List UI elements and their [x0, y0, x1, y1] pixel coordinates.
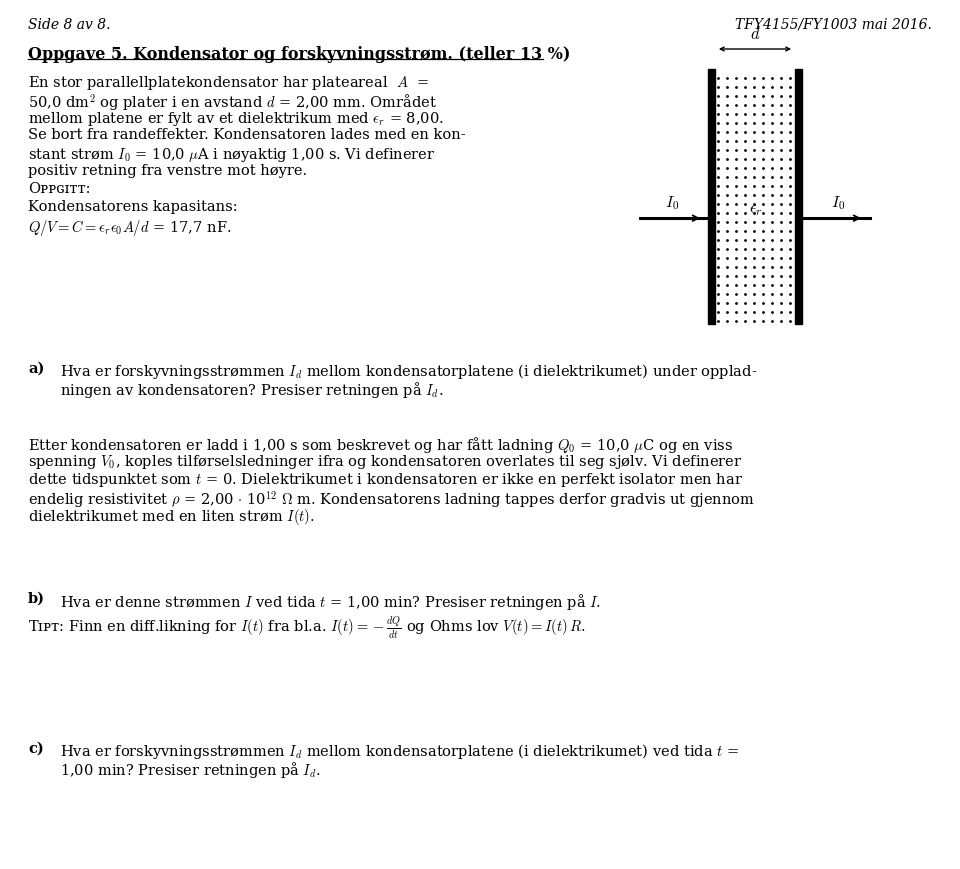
Text: 1,00 min? Presiser retningen på $I_d$.: 1,00 min? Presiser retningen på $I_d$.: [60, 760, 321, 779]
Text: En stor parallellplatekondensator har plateareal  $A$  =: En stor parallellplatekondensator har pl…: [28, 74, 429, 92]
Text: Se bort fra randeffekter. Kondensatoren lades med en kon-: Se bort fra randeffekter. Kondensatoren …: [28, 128, 466, 142]
Text: stant strøm $I_0$ = 10,0 $\mu$A i nøyaktig 1,00 s. Vi definerer: stant strøm $I_0$ = 10,0 $\mu$A i nøyakt…: [28, 146, 436, 164]
Text: $I_0$: $I_0$: [665, 195, 679, 212]
Text: Etter kondensatoren er ladd i 1,00 s som beskrevet og har fått ladning $Q_0$ = 1: Etter kondensatoren er ladd i 1,00 s som…: [28, 434, 733, 454]
Text: Hva er forskyvningsstrømmen $I_d$ mellom kondensatorplatene (i dielektrikumet) u: Hva er forskyvningsstrømmen $I_d$ mellom…: [60, 362, 757, 381]
Text: dielektrikumet med en liten strøm $I(t)$.: dielektrikumet med en liten strøm $I(t)$…: [28, 507, 315, 527]
Text: Side 8 av 8.: Side 8 av 8.: [28, 18, 110, 32]
Text: endelig resistivitet $\rho$ = 2,00 $\cdot$ 10$^{12}$ $\Omega$ m. Kondensatorens : endelig resistivitet $\rho$ = 2,00 $\cdo…: [28, 488, 755, 509]
Text: Oᴘᴘɢɪᴛᴛ:: Oᴘᴘɢɪᴛᴛ:: [28, 182, 90, 196]
Bar: [708, 70, 715, 325]
Text: Oppgave 5. Kondensator og forskyvningsstrøm. (teller 13 %): Oppgave 5. Kondensator og forskyvningsst…: [28, 46, 570, 63]
Text: Hva er denne strømmen $I$ ved tida $t$ = 1,00 min? Presiser retningen på $I$.: Hva er denne strømmen $I$ ved tida $t$ =…: [60, 591, 601, 611]
Bar: [795, 70, 802, 325]
Text: c): c): [28, 741, 44, 755]
Text: $d$: $d$: [750, 26, 760, 43]
Text: $Q/V = C = \epsilon_r \epsilon_0 A/d$ = 17,7 nF.: $Q/V = C = \epsilon_r \epsilon_0 A/d$ = …: [28, 218, 231, 238]
Text: Kondensatorens kapasitans:: Kondensatorens kapasitans:: [28, 200, 238, 214]
Text: $I_0$: $I_0$: [831, 195, 845, 212]
Text: positiv retning fra venstre mot høyre.: positiv retning fra venstre mot høyre.: [28, 164, 307, 178]
Text: 50,0 dm$^2$ og plater i en avstand $d$ = 2,00 mm. Området: 50,0 dm$^2$ og plater i en avstand $d$ =…: [28, 92, 437, 113]
Text: TFY4155/FY1003 mai 2016.: TFY4155/FY1003 mai 2016.: [735, 18, 932, 32]
Text: ningen av kondensatoren? Presiser retningen på $I_d$.: ningen av kondensatoren? Presiser retnin…: [60, 380, 444, 400]
Text: Hva er forskyvningsstrømmen $I_d$ mellom kondensatorplatene (i dielektrikumet) v: Hva er forskyvningsstrømmen $I_d$ mellom…: [60, 741, 739, 760]
Text: mellom platene er fylt av et dielektrikum med $\epsilon_r$ = 8,00.: mellom platene er fylt av et dielektriku…: [28, 109, 444, 128]
Text: Tɪᴘᴛ: Finn en diff.likning for $I(t)$ fra bl.a. $I(t) = -\frac{dQ}{dt}$ og Ohms : Tɪᴘᴛ: Finn en diff.likning for $I(t)$ fr…: [28, 614, 586, 640]
Text: dette tidspunktet som $t$ = 0. Dielektrikumet i kondensatoren er ikke en perfekt: dette tidspunktet som $t$ = 0. Dielektri…: [28, 470, 743, 488]
Text: b): b): [28, 591, 45, 606]
Text: $\epsilon_r$: $\epsilon_r$: [749, 201, 763, 217]
Text: a): a): [28, 362, 44, 375]
Text: spenning $V_0$, koples tilførselsledninger ifra og kondensatoren overlates til s: spenning $V_0$, koples tilførselsledning…: [28, 453, 742, 470]
